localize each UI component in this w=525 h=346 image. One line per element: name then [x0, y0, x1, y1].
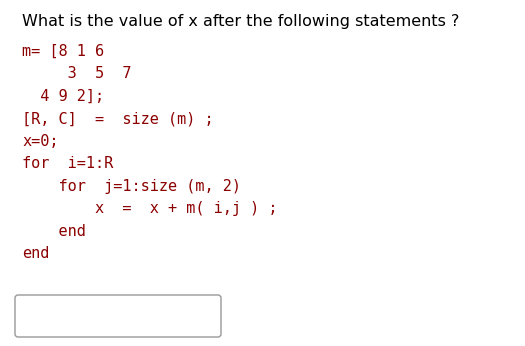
- Text: end: end: [22, 224, 86, 239]
- Text: for  i=1:R: for i=1:R: [22, 156, 113, 172]
- FancyBboxPatch shape: [15, 295, 221, 337]
- Text: x=0;: x=0;: [22, 134, 58, 149]
- Text: 3  5  7: 3 5 7: [22, 66, 131, 82]
- Text: [R, C]  =  size (m) ;: [R, C] = size (m) ;: [22, 111, 214, 127]
- Text: end: end: [22, 246, 49, 262]
- Text: m= [8 1 6: m= [8 1 6: [22, 44, 104, 59]
- Text: x  =  x + m( i,j ) ;: x = x + m( i,j ) ;: [22, 201, 278, 217]
- Text: What is the value of x after the following statements ?: What is the value of x after the followi…: [22, 14, 459, 29]
- Text: for  j=1:size (m, 2): for j=1:size (m, 2): [22, 179, 241, 194]
- Text: 4 9 2];: 4 9 2];: [22, 89, 104, 104]
